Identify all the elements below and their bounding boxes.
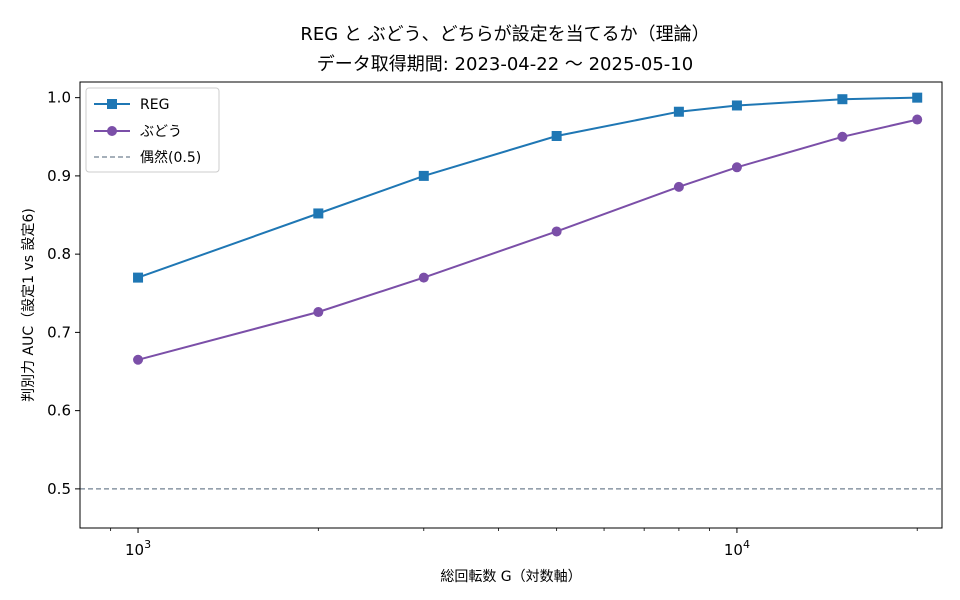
reg-data-point xyxy=(133,272,144,283)
budou-data-point xyxy=(731,162,742,173)
budou-data-point xyxy=(313,307,324,318)
x-tick-label: 104 xyxy=(724,538,750,559)
reg-data-point xyxy=(673,106,684,117)
budou-series-line xyxy=(137,118,918,361)
y-tick-label: 0.7 xyxy=(47,323,71,341)
y-tick-label: 1.0 xyxy=(47,89,71,107)
budou-data-point xyxy=(418,272,429,283)
legend: REG ぶどう 偶然(0.5) xyxy=(85,87,220,173)
y-tick-label: 0.6 xyxy=(47,402,71,420)
legend-reg-label: REG xyxy=(140,97,169,113)
legend-budou-label: ぶどう xyxy=(140,124,182,140)
budou-data-point xyxy=(912,114,923,125)
reg-data-point xyxy=(313,208,324,219)
budou-data-point xyxy=(551,226,562,237)
reg-data-point xyxy=(551,130,562,141)
plot-frame xyxy=(79,81,943,529)
y-tick-label: 0.5 xyxy=(47,480,71,498)
reg-data-point xyxy=(837,94,848,105)
reg-data-point xyxy=(731,100,742,111)
x-axis-label: 総回転数 G（対数軸） xyxy=(440,569,581,585)
legend-budou-marker xyxy=(107,126,117,136)
legend-box xyxy=(85,87,220,173)
reg-data-point xyxy=(912,92,923,103)
y-tick-label: 0.9 xyxy=(47,167,71,185)
budou-data-point xyxy=(133,354,144,365)
x-tick-label: 103 xyxy=(125,538,151,559)
reg-series-line xyxy=(137,96,918,279)
chart-subtitle: データ取得期間: 2023-04-22 〜 2025-05-10 xyxy=(317,54,693,75)
chart-title: REG と ぶどう、どちらが設定を当てるか（理論） xyxy=(300,24,709,45)
budou-data-point xyxy=(837,131,848,142)
legend-reg-marker xyxy=(107,99,117,109)
y-axis-label: 判別力 AUC（設定1 vs 設定6) xyxy=(21,208,37,402)
reg-data-point xyxy=(418,170,429,181)
budou-data-point xyxy=(673,181,684,192)
plot-area: 0.5 0.6 0.7 0.8 0.9 1.0 103 104 xyxy=(47,89,942,559)
y-tick-label: 0.8 xyxy=(47,245,71,263)
legend-chance-label: 偶然(0.5) xyxy=(140,149,201,166)
